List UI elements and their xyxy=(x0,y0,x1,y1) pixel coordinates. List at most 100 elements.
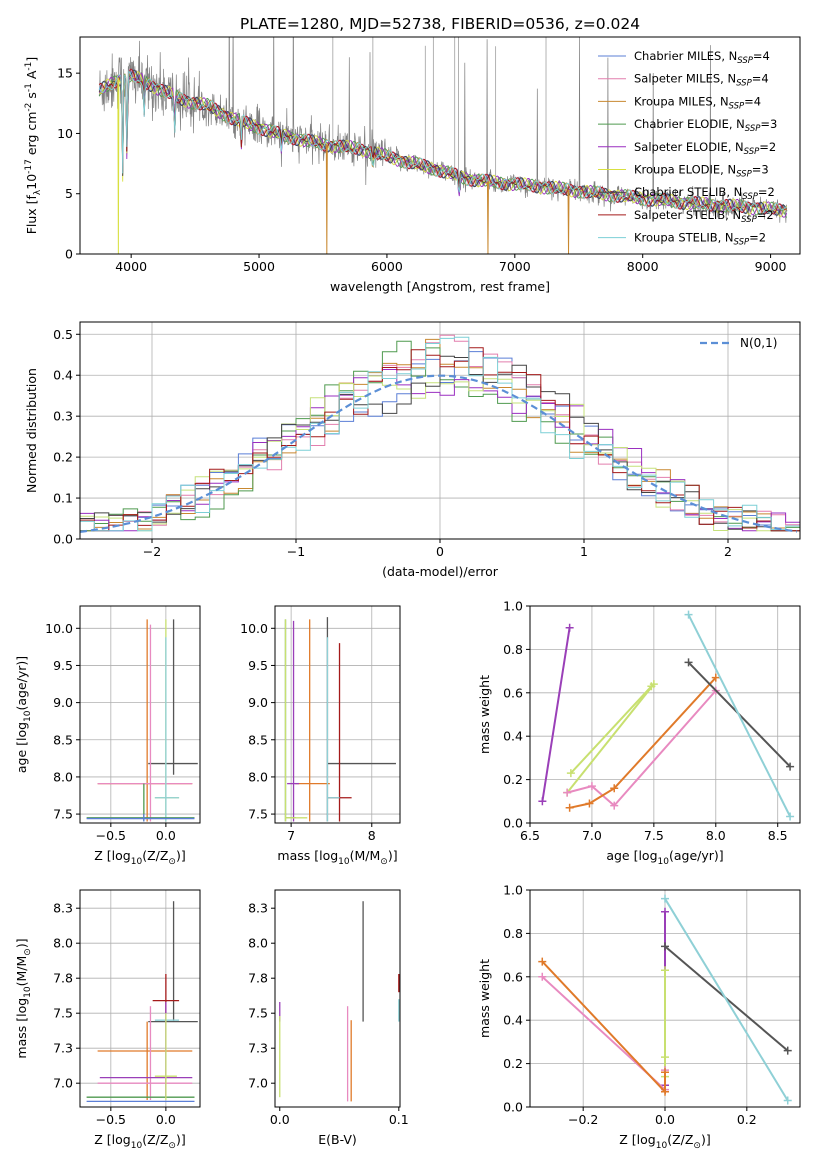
spectrum-xtick-label: 9000 xyxy=(755,259,787,274)
weight_vs_Z-xtick-label: 0.2 xyxy=(737,1112,757,1127)
mass_vs_Z-panel: −0.5 0.0 7.0 7.3 7.5 7.8 8.0 8.3 Z [log10(Z/Z⊙)]… xyxy=(14,889,201,1151)
weight_vs_age-point xyxy=(565,803,574,812)
weight_vs_age-point xyxy=(563,788,572,797)
spectrum-ylabel: Flux [fλ10-17 erg cm-2 s-1 A-1] xyxy=(24,57,43,235)
weight_vs_Z-point xyxy=(661,966,669,975)
weight_vs_age-series-line xyxy=(687,614,791,817)
weight_vs_age-point xyxy=(610,784,619,793)
mass_vs_Z-frame xyxy=(79,889,201,1108)
mass_vs_ebv-ytick-label: 8.0 xyxy=(248,936,268,951)
spectrum-xtick-label: 6000 xyxy=(371,259,403,274)
weight_vs_age-xlabel: age [log10(age/yr)] xyxy=(606,848,723,867)
weight_vs_age-point xyxy=(786,812,795,821)
weight_vs_age-ytick-label: 0.8 xyxy=(503,642,523,657)
weight_vs_Z-point xyxy=(783,1096,792,1105)
mass_vs_Z-ylabel: mass [log10(M/M⊙)] xyxy=(14,938,33,1058)
residuals-xtick-label: 1 xyxy=(580,544,588,559)
weight_vs_age-ytick-label: 0.0 xyxy=(503,816,523,831)
weight_vs_age-xtick-label: 8.0 xyxy=(706,828,726,843)
spectrum-legend: Chabrier MILES, NSSP=4 Salpeter MILES, NS… xyxy=(598,49,777,248)
residuals-ylabel: Normed distribution xyxy=(24,368,39,493)
age_vs_Z-plot-area xyxy=(86,619,198,822)
residuals-ytick-label: 0.2 xyxy=(53,450,73,465)
spectrum-model-kroupa-elodie xyxy=(99,71,787,218)
weight_vs_Z-ytick-label: 0.4 xyxy=(503,1013,523,1028)
mass_vs_ebv-frame xyxy=(274,889,401,1108)
mass_vs_Z-xtick-label: 0.0 xyxy=(156,1112,176,1127)
age_vs_mass-errorbar xyxy=(287,620,300,822)
weight_vs_age-series-line xyxy=(541,627,571,802)
weight_vs_age-ytick-label: 0.4 xyxy=(503,729,523,744)
weight_vs_Z-panel: −0.2 0.0 0.2 0.0 0.2 0.4 0.6 0.8 1.0 Z [log10(Z/Z… xyxy=(477,883,801,1151)
mass_vs_Z-ytick-label: 7.5 xyxy=(53,1006,73,1021)
residuals-xtick-label: 2 xyxy=(724,544,732,559)
mass_vs_Z-errorbar xyxy=(97,1006,193,1100)
age_vs_Z-axes: −0.5 0.0 7.5 8.0 8.5 9.0 9.5 10.0 Z [log10(Z/Z⊙)… xyxy=(14,605,201,867)
residuals-ytick-label: 0.1 xyxy=(53,491,73,506)
weight_vs_age-ytick-label: 0.6 xyxy=(503,685,523,700)
weight_vs_age-series-line xyxy=(566,683,655,794)
age_vs_mass-xtick-label: 8 xyxy=(368,828,376,843)
residuals-ytick-label: 0.4 xyxy=(53,368,73,383)
mass_vs_ebv-xlabel: E(B-V) xyxy=(318,1132,357,1147)
spectrum-mask-gap xyxy=(567,189,570,254)
weight_vs_age-point xyxy=(786,762,795,771)
weight_vs_age-point xyxy=(684,658,693,667)
mass_vs_ebv-ytick-label: 7.3 xyxy=(248,1041,268,1056)
weight_vs_Z-ytick-label: 1.0 xyxy=(503,883,523,898)
age_vs_Z-xtick-label: −0.5 xyxy=(96,828,126,843)
residuals-xtick-label: 0 xyxy=(436,544,444,559)
spectrum-plot-area xyxy=(98,37,788,254)
weight_vs_age-series-line xyxy=(569,676,717,809)
legend-label: Chabrier STELIB, NSSP=2 xyxy=(634,185,775,202)
spectrum-frame xyxy=(79,36,801,255)
spectrum-xlabel: wavelength [Angstrom, rest frame] xyxy=(330,279,550,294)
residuals-xlabel: (data-model)/error xyxy=(382,564,499,579)
weight_vs_Z-plot-area xyxy=(538,894,792,1105)
age_vs_Z-xlabel: Z [log10(Z/Z⊙)] xyxy=(94,848,185,867)
residuals-legend: N(0,1) xyxy=(700,336,777,350)
weight_vs_age-ylabel: mass weight xyxy=(477,675,492,754)
weight_vs_Z-point xyxy=(661,1068,669,1077)
weight_vs_age-point xyxy=(684,610,693,619)
legend-label: Salpeter STELIB, NSSP=2 xyxy=(634,208,774,225)
residual-hist-kroupa-stelib xyxy=(80,336,800,539)
age_vs_mass-ytick-label: 9.5 xyxy=(248,658,268,673)
age_vs_Z-ytick-label: 7.5 xyxy=(53,807,73,822)
mass_vs_ebv-ytick-label: 7.0 xyxy=(248,1076,268,1091)
weight_vs_age-point xyxy=(566,769,575,778)
age_vs_Z-errorbar xyxy=(154,637,180,822)
weight_vs_Z-ylabel: mass weight xyxy=(477,959,492,1038)
weight_vs_Z-point xyxy=(538,957,547,966)
age_vs_Z-panel: −0.5 0.0 7.5 8.0 8.5 9.0 9.5 10.0 Z [log10(Z/Z⊙)… xyxy=(14,605,201,867)
age_vs_Z-xtick-label: 0.0 xyxy=(156,828,176,843)
weight_vs_Z-xtick-label: −0.2 xyxy=(568,1112,598,1127)
spectrum-model-chabrier-stelib xyxy=(98,69,788,216)
residuals-xtick-label: −1 xyxy=(287,544,305,559)
weight_vs_age-xtick-label: 8.5 xyxy=(768,828,788,843)
age_vs_Z-ytick-label: 10.0 xyxy=(45,621,73,636)
weight_vs_Z-ytick-label: 0.0 xyxy=(503,1100,523,1115)
residuals-xtick-label: −2 xyxy=(143,544,161,559)
mass_vs_ebv-ytick-label: 7.8 xyxy=(248,971,268,986)
residuals-plot-area xyxy=(80,334,800,539)
spectrum-xtick-label: 7000 xyxy=(499,259,531,274)
weight_vs_Z-point xyxy=(538,972,547,981)
weight_vs_Z-xlabel: Z [log10(Z/Z⊙)] xyxy=(619,1132,710,1151)
mass_vs_ebv-ytick-label: 8.3 xyxy=(248,901,268,916)
weight_vs_Z-ytick-label: 0.6 xyxy=(503,969,523,984)
weight_vs_age-point xyxy=(587,782,596,791)
age_vs_mass-ytick-label: 10.0 xyxy=(240,621,268,636)
age_vs_mass-errorbar xyxy=(327,643,352,822)
spectrum-xtick-label: 4000 xyxy=(115,259,147,274)
weight_vs_age-series-line xyxy=(570,685,653,774)
residuals-ytick-label: 0.5 xyxy=(53,327,73,342)
weight_vs_age-frame xyxy=(529,605,801,824)
age_vs_Z-errorbar xyxy=(148,619,198,775)
age_vs_Z-errorbar xyxy=(154,619,180,822)
legend-label: N(0,1) xyxy=(740,336,777,350)
mass_vs_Z-xtick-label: −0.5 xyxy=(96,1112,126,1127)
spectrum-mask-gap xyxy=(486,181,489,254)
residuals-panel: −2 −1 0 1 2 0.0 0.1 0.2 0.3 0.4 0.5 (data-model)/er… xyxy=(24,321,801,579)
legend-label: Kroupa ELODIE, NSSP=3 xyxy=(634,163,769,180)
